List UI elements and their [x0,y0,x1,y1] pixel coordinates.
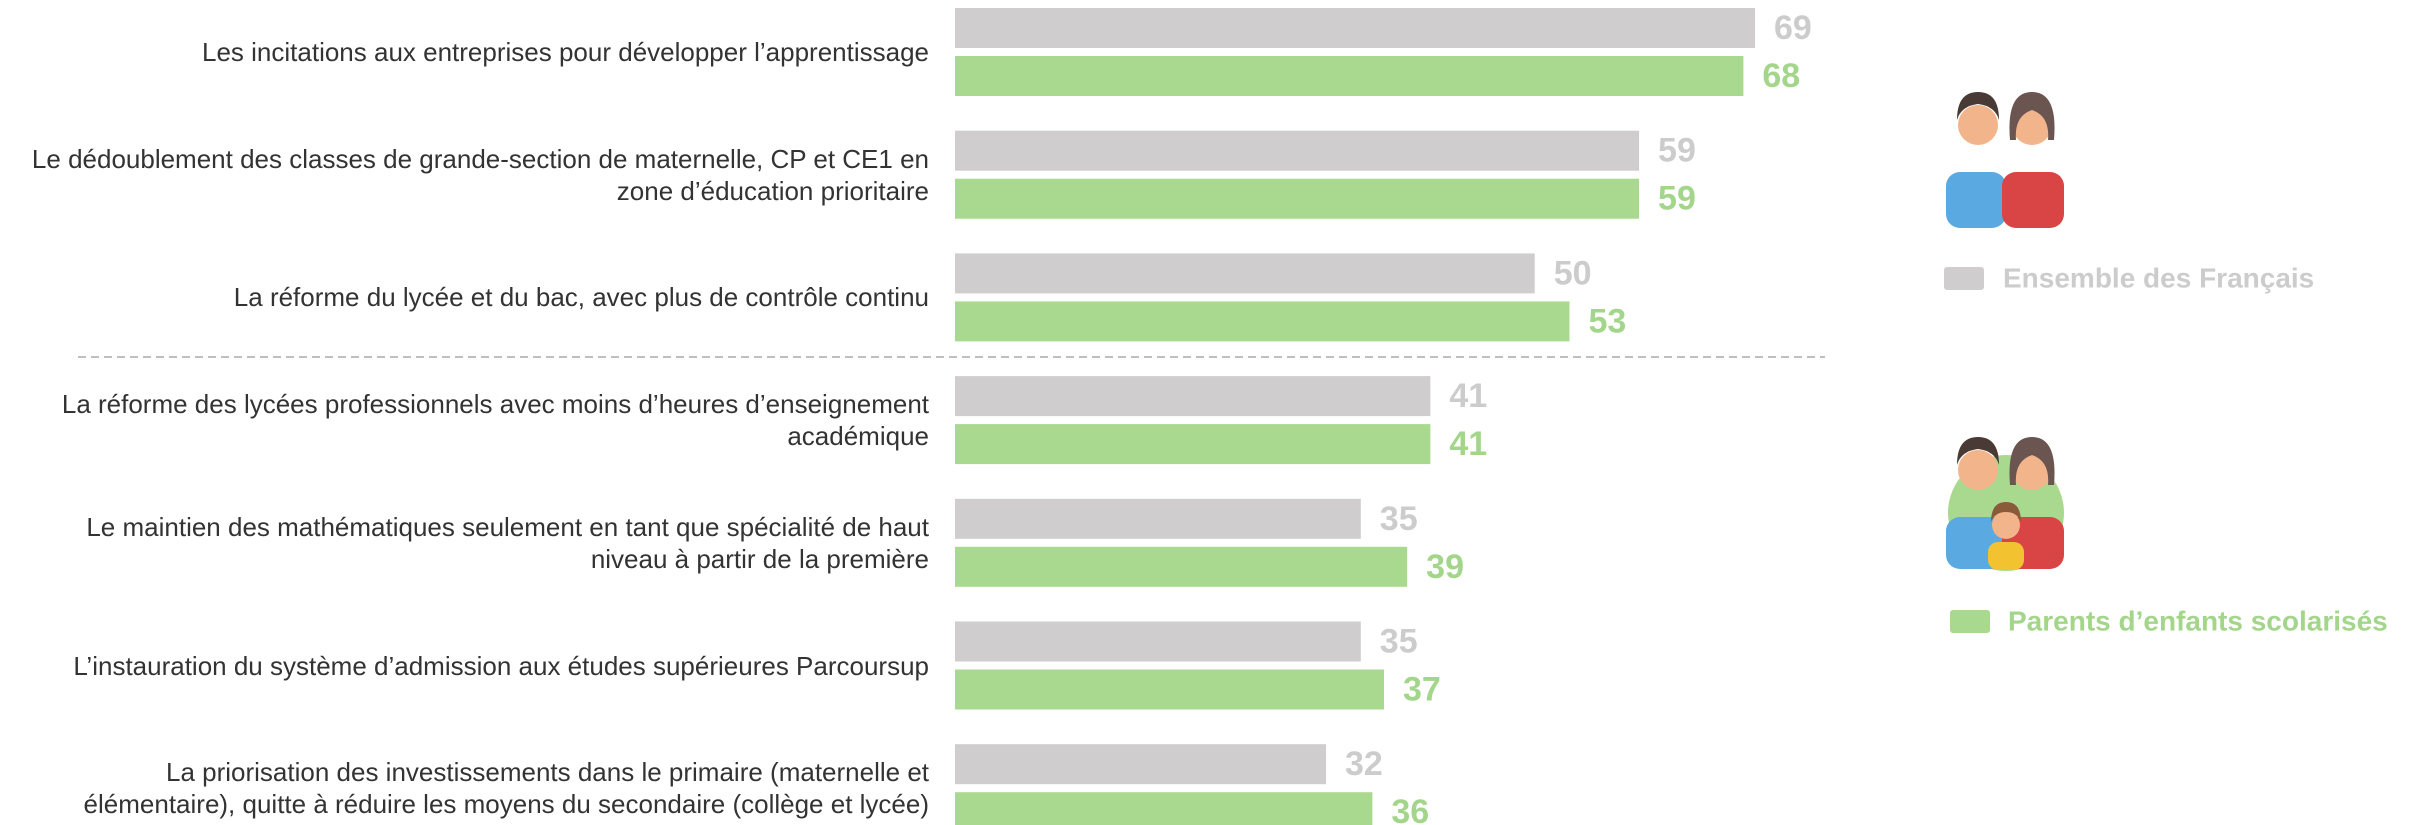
legend-label: Parents d’enfants scolarisés [2008,605,2388,636]
value-label: 35 [1380,622,1418,660]
bar [955,8,1755,48]
value-label: 37 [1403,670,1441,708]
category-label: La réforme du lycée et du bac, avec plus… [233,282,929,313]
bar [955,744,1327,785]
legend-swatch [1944,267,1984,290]
bar [955,424,1431,465]
value-label: 41 [1449,425,1487,463]
bar [955,301,1570,342]
category-label: Les incitations aux entreprises pour dév… [202,37,929,67]
category-label: Le dédoublement des classes de grande-se… [31,143,929,206]
bar [955,178,1640,219]
bar [955,376,1431,417]
category-label: La réforme des lycées professionnels ave… [61,389,929,452]
bar [955,546,1408,587]
value-label: 39 [1426,548,1464,586]
value-label: 41 [1449,377,1487,415]
bar [955,498,1361,539]
bar [955,56,1744,96]
icon-family [1946,437,2064,571]
value-label: 69 [1774,9,1812,47]
category-label: La priorisation des investissements dans… [83,757,929,820]
value-label: 59 [1658,132,1696,170]
value-label: 59 [1658,180,1696,218]
legend-label: Ensemble des Français [2003,262,2314,293]
bar [955,253,1535,294]
category-label: Le maintien des mathématiques seulement … [86,511,929,574]
value-label: 35 [1380,500,1418,538]
bar [955,792,1373,825]
value-label: 68 [1762,57,1800,95]
value-label: 36 [1391,793,1429,825]
bar [955,669,1384,710]
category-label: L’instauration du système d’admission au… [73,650,929,681]
icon-adults [1946,92,2064,228]
value-label: 53 [1588,302,1626,340]
bar [955,130,1640,171]
value-label: 32 [1345,745,1383,783]
bar [955,621,1361,662]
legend-swatch [1950,610,1990,633]
value-label: 50 [1554,254,1592,292]
